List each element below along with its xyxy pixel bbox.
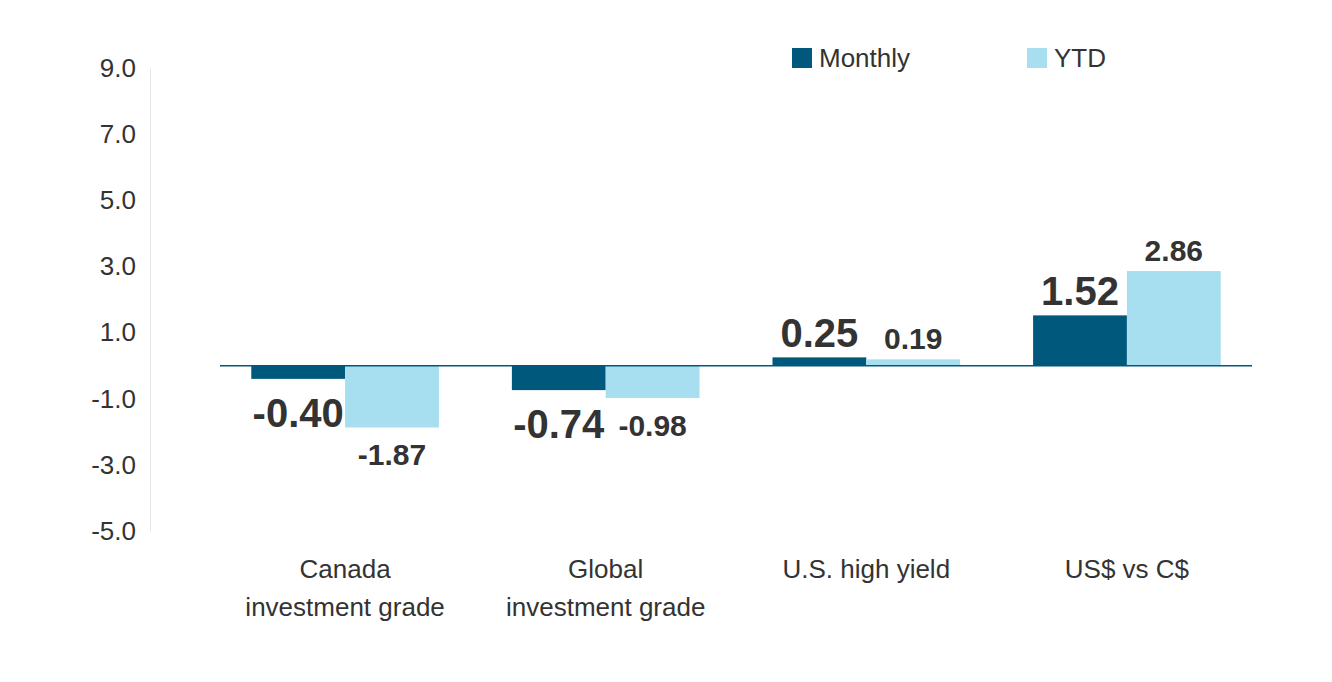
tick: -5.0 (91, 516, 150, 546)
data-label: -0.40 (253, 391, 344, 435)
tick-label: -5.0 (91, 516, 136, 546)
tick: -3.0 (91, 450, 150, 480)
tick-label: 9.0 (100, 53, 136, 83)
tick: 9.0 (100, 53, 150, 83)
legend-label: Monthly (819, 43, 910, 73)
legend-swatch (1027, 48, 1047, 68)
tick-label: 7.0 (100, 119, 136, 149)
data-label: -0.98 (618, 409, 686, 442)
bar (512, 366, 606, 390)
data-label: 1.52 (1041, 269, 1119, 313)
bar (772, 357, 866, 365)
bar (606, 366, 700, 398)
tick-label: 5.0 (100, 185, 136, 215)
category-label: US$ vs C$ (1065, 554, 1190, 584)
category-label: U.S. high yield (782, 554, 950, 584)
axis-line (150, 69, 151, 532)
tick-label: 1.0 (100, 317, 136, 347)
legend: Monthly YTD (792, 43, 1106, 73)
legend-label: YTD (1054, 43, 1106, 73)
bar (866, 359, 960, 365)
data-label: -1.87 (358, 438, 426, 471)
bar (1127, 271, 1221, 366)
x-axis-labels: Canadainvestment grade Globalinvestment g… (245, 554, 1189, 622)
tick-label: -3.0 (91, 450, 136, 480)
bar (251, 366, 345, 379)
tick: 1.0 (100, 317, 150, 347)
bar (345, 366, 439, 428)
tick: 5.0 (100, 185, 150, 215)
data-label: -0.74 (513, 402, 605, 446)
tick-label: 3.0 (100, 251, 136, 281)
category-label: Canadainvestment grade (245, 554, 444, 622)
data-labels: -0.40 -0.74 0.25 1.52 -1.87 -0.98 0.19 2.86 (253, 234, 1203, 471)
tick: -1.0 (91, 384, 150, 414)
baseline (220, 365, 1252, 367)
bar (1033, 315, 1127, 365)
data-label: 2.86 (1145, 234, 1203, 267)
data-label: 0.25 (780, 311, 858, 355)
chart: -5.0 -3.0 -1.0 1.0 3.0 5.0 7.0 9.0 -0.40 -0.74 0.2… (0, 0, 1332, 682)
tick: 3.0 (100, 251, 150, 281)
y-axis: -5.0 -3.0 -1.0 1.0 3.0 5.0 7.0 9.0 (91, 53, 150, 546)
tick-label: -1.0 (91, 384, 136, 414)
legend-swatch (792, 48, 812, 68)
tick: 7.0 (100, 119, 150, 149)
data-label: 0.19 (884, 322, 942, 355)
category-label: Globalinvestment grade (506, 554, 705, 622)
